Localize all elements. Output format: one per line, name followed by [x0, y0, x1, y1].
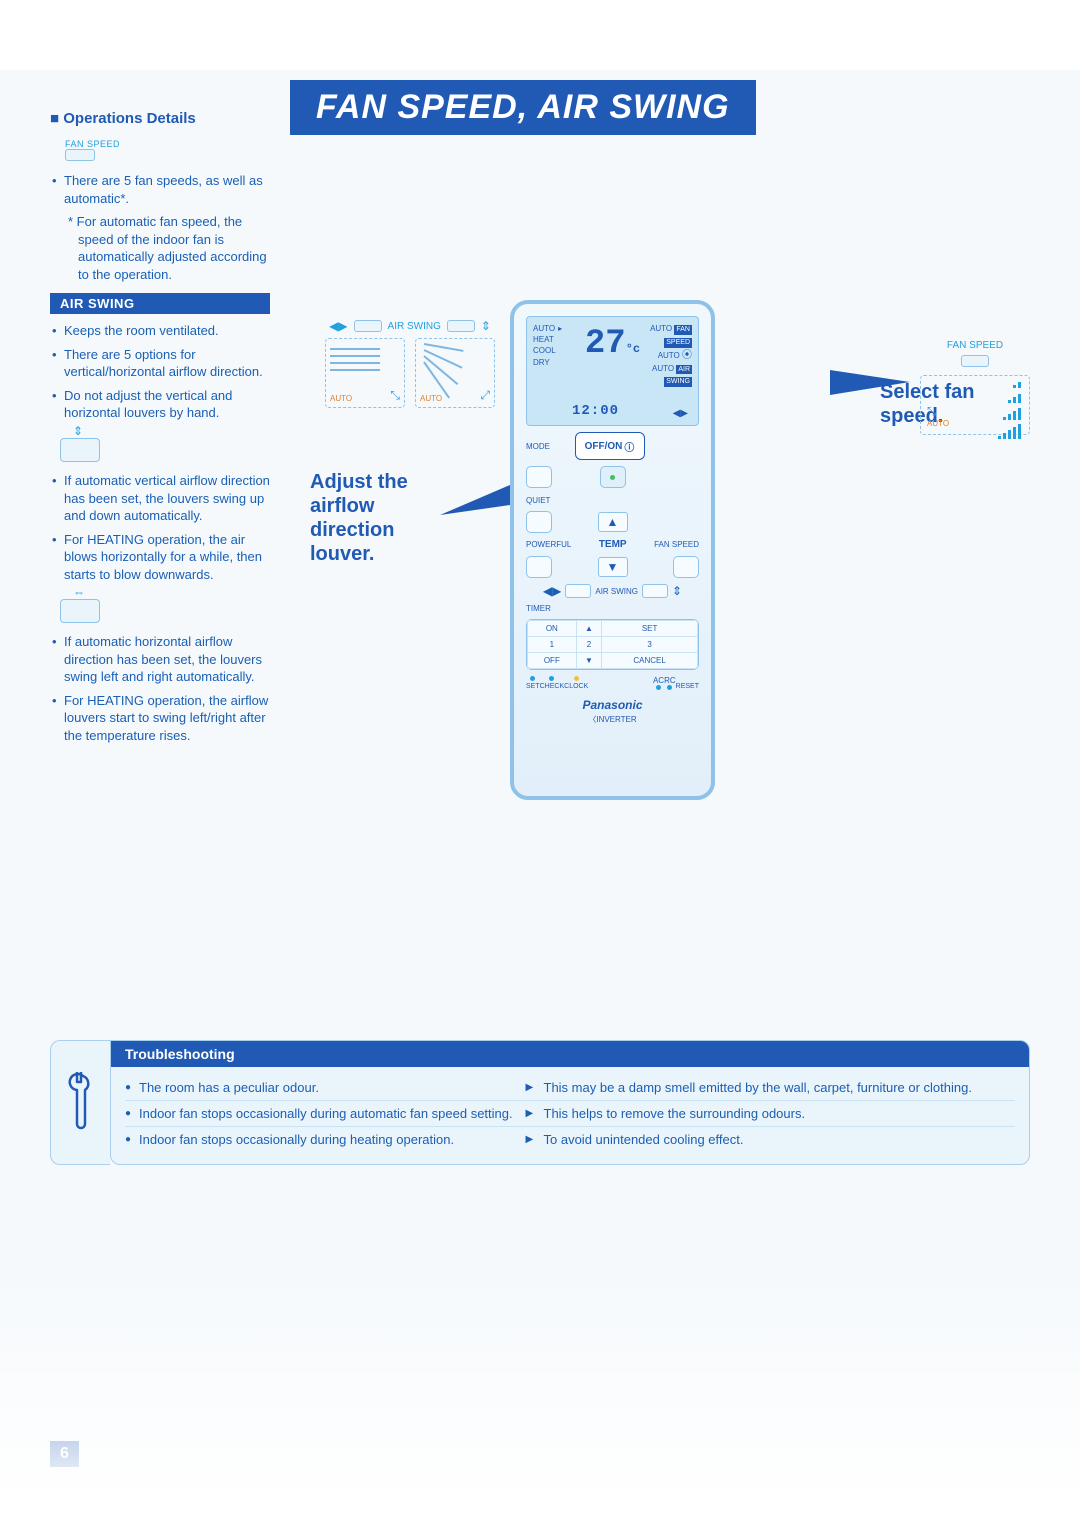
air-swing-mini-diagram: ◀▶ AIR SWING ⇕ AUTO ⤡ — [310, 320, 510, 408]
vert-bullet-1: If automatic vertical airflow direction … — [50, 472, 270, 525]
horiz-bullet-1: If automatic horizontal airflow directio… — [50, 633, 270, 686]
trouble-a-1: This helps to remove the surrounding odo… — [526, 1106, 1016, 1121]
page-title: FAN SPEED, AIR SWING — [290, 80, 756, 135]
page-number: 6 — [50, 1441, 79, 1467]
mode-label: MODE — [526, 442, 550, 451]
timer-grid: ON ▲ SET 1 2 3 OFF ▼ CANCEL — [526, 619, 699, 670]
air-bullet-2: There are 5 options for vertical/horizon… — [50, 346, 270, 381]
horizontal-swing-button-icon: ⇔ — [60, 599, 100, 623]
callout-arrow-left — [440, 485, 520, 525]
ops-fan-text: There are 5 fan speeds, as well as autom… — [50, 172, 270, 207]
remote-control: AUTO ▸ HEAT COOL DRY 27°c AUTO FAN SPEED… — [510, 300, 715, 800]
lcd-swing-indicator: ◀▶ — [673, 408, 688, 419]
air-bullet-3: Do not adjust the vertical and horizonta… — [50, 387, 270, 422]
reset-label: RESET — [676, 683, 699, 690]
timer-on[interactable]: ON — [528, 621, 577, 637]
trouble-q-0: The room has a peculiar odour. — [125, 1080, 526, 1095]
powerful-label: POWERFUL — [526, 540, 571, 549]
mode-button[interactable] — [526, 466, 552, 488]
vertical-swing-button-icon: ⇕ — [60, 438, 100, 462]
powerful-button[interactable] — [526, 556, 552, 578]
fan-speed-mini-label: FAN SPEED — [65, 139, 270, 149]
quiet-button[interactable] — [526, 511, 552, 533]
vert-bullet-2: For HEATING operation, the air blows hor… — [50, 531, 270, 584]
fan-speed-button[interactable] — [673, 556, 699, 578]
lcd-display: AUTO ▸ HEAT COOL DRY 27°c AUTO FAN SPEED… — [526, 316, 699, 426]
timer-down[interactable]: ▼ — [576, 653, 602, 669]
timer-up[interactable]: ▲ — [576, 621, 602, 637]
auto-label-3: AUTO — [927, 419, 949, 428]
timer-off[interactable]: OFF — [528, 653, 577, 669]
temp-up-button[interactable]: ▲ — [598, 512, 628, 532]
trouble-a-2: To avoid unintended cooling effect. — [526, 1132, 1016, 1147]
fan-speed-mini-diagram: FAN SPEED AUTO ⤡ — [910, 340, 1040, 435]
mode-auto: AUTO — [533, 323, 555, 334]
troubleshooting-section: Troubleshooting The room has a peculiar … — [50, 1040, 1030, 1165]
air-bullet-1: Keeps the room ventilated. — [50, 322, 270, 340]
fanspeed-mini-label: FAN SPEED — [910, 340, 1040, 351]
timer-cancel[interactable]: CANCEL — [602, 653, 698, 669]
ops-fan-note: For automatic fan speed, the speed of th… — [50, 213, 270, 283]
airswing-mini-label: AIR SWING — [388, 321, 441, 332]
indicator-dot — [600, 466, 626, 488]
mode-heat: HEAT — [533, 334, 554, 345]
timer-3[interactable]: 3 — [602, 637, 698, 653]
lcd-temp: 27°c — [585, 325, 640, 363]
on-off-button[interactable]: OFF/ONⓘ — [575, 432, 645, 460]
auto-label-2: AUTO — [420, 394, 442, 403]
clock-label: CLOCK — [564, 683, 588, 690]
troubleshooting-header: Troubleshooting — [111, 1041, 1029, 1067]
inverter-label: 〈INVERTER — [588, 714, 636, 725]
temp-label: TEMP — [599, 539, 627, 550]
fanspeed-label: FAN SPEED — [654, 540, 699, 549]
brand-label: Panasonic — [582, 698, 642, 712]
fan-speed-button-icon — [65, 149, 95, 161]
callout-arrow-right — [820, 370, 910, 400]
wrench-icon — [50, 1040, 110, 1165]
lcd-clock: 12:00 — [572, 403, 619, 419]
auto-label-1: AUTO — [330, 394, 352, 403]
air-swing-vertical-button[interactable] — [642, 584, 668, 598]
temp-down-button[interactable]: ▼ — [598, 557, 628, 577]
remote-airswing-label: AIR SWING — [595, 587, 638, 596]
timer-2[interactable]: 2 — [576, 637, 602, 653]
trouble-q-2: Indoor fan stops occasionally during hea… — [125, 1132, 526, 1147]
mode-dry: DRY — [533, 357, 550, 368]
set-label: SET — [526, 683, 540, 690]
timer-1[interactable]: 1 — [528, 637, 577, 653]
quiet-label: QUIET — [526, 496, 550, 505]
ops-heading: Operations Details — [50, 110, 270, 127]
mode-cool: COOL — [533, 345, 556, 356]
diagram-area: ◀▶ AIR SWING ⇕ AUTO ⤡ — [310, 290, 1040, 810]
air-swing-horizontal-button[interactable] — [565, 584, 591, 598]
operations-details-column: Operations Details FAN SPEED There are 5… — [50, 70, 290, 1050]
timer-label: TIMER — [526, 604, 551, 613]
trouble-a-0: This may be a damp smell emitted by the … — [526, 1080, 1016, 1095]
horiz-bullet-2: For HEATING operation, the airflow louve… — [50, 692, 270, 745]
timer-set[interactable]: SET — [602, 621, 698, 637]
air-swing-header: AIR SWING — [50, 293, 270, 314]
check-label: CHECK — [540, 683, 565, 690]
trouble-q-1: Indoor fan stops occasionally during aut… — [125, 1106, 526, 1121]
